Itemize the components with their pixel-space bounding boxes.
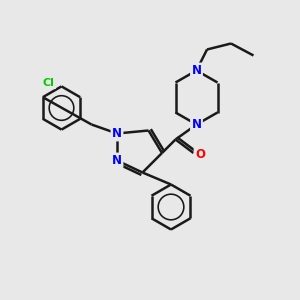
Text: N: N: [191, 64, 202, 77]
Text: Cl: Cl: [43, 78, 55, 88]
Text: O: O: [195, 148, 205, 161]
Text: N: N: [112, 127, 122, 140]
Text: N: N: [112, 154, 122, 167]
Text: N: N: [191, 118, 202, 131]
